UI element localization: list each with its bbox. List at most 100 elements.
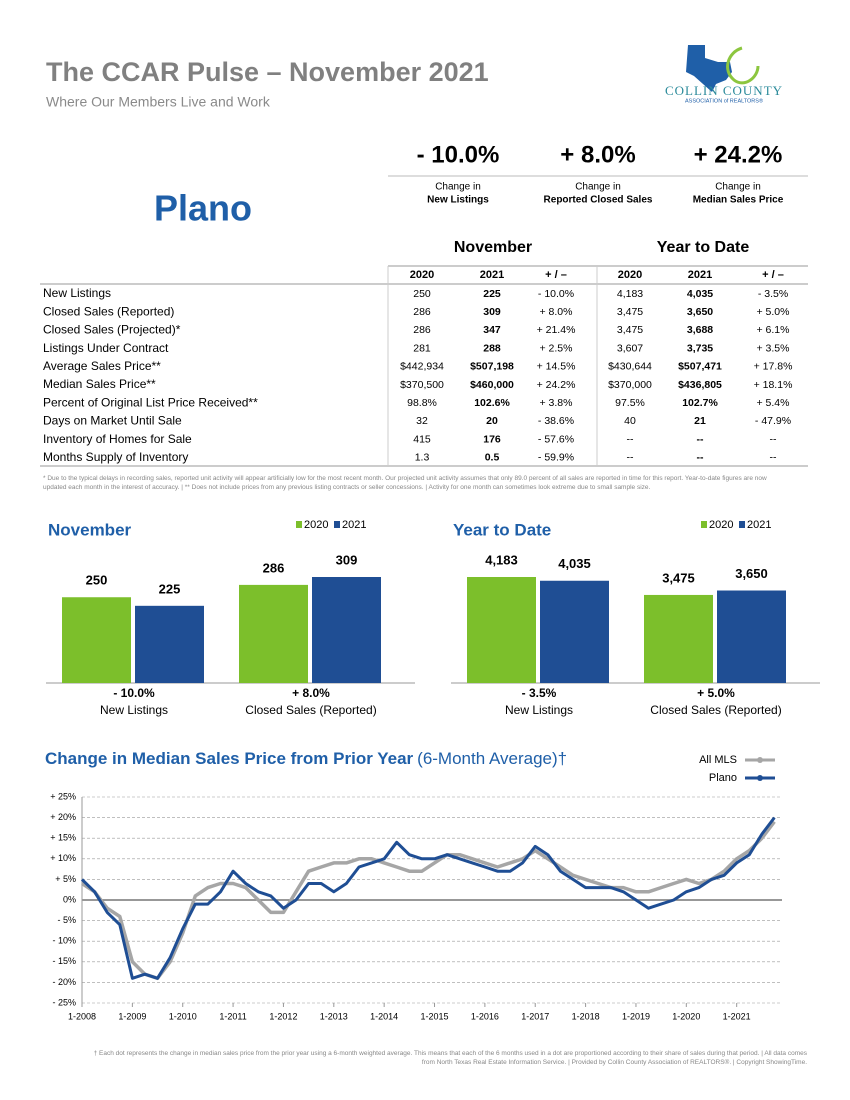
legend-swatch	[701, 521, 707, 528]
table-cell: 3,735	[687, 342, 713, 354]
row-label: Listings Under Contract	[43, 341, 169, 355]
area-name: Plano	[154, 188, 252, 229]
table-cell: + 14.5%	[537, 361, 576, 373]
value-label: 4,035	[558, 556, 591, 571]
x-tick-label: 1-2012	[269, 1011, 297, 1021]
chart-subtitle: (6-Month Average)†	[417, 749, 567, 768]
table-cell: $370,000	[608, 379, 652, 391]
bar	[540, 580, 609, 683]
category-change: - 3.5%	[522, 686, 557, 700]
summary-value: - 10.0%	[417, 141, 500, 168]
table-header: 2020	[410, 269, 434, 281]
category-change: - 10.0%	[113, 686, 155, 700]
summary-label: Reported Closed Sales	[544, 195, 653, 206]
x-tick-label: 1-2008	[68, 1011, 96, 1021]
table-cell: + 3.8%	[540, 397, 573, 409]
row-label: Median Sales Price**	[43, 377, 156, 391]
table-cell: 3,607	[617, 342, 643, 354]
table-cell: --	[697, 452, 704, 464]
x-tick-label: 1-2021	[723, 1011, 751, 1021]
table-cell: - 38.6%	[538, 415, 574, 427]
legend-swatch	[296, 521, 302, 528]
table-cell: --	[770, 452, 777, 464]
table-cell: --	[770, 433, 777, 445]
table-cell: + 8.0%	[540, 306, 573, 318]
table-cell: - 59.9%	[538, 452, 574, 464]
legend-swatch-dot	[757, 757, 763, 763]
line	[81, 820, 776, 981]
legend-label: Plano	[709, 772, 737, 784]
value-label: 250	[86, 573, 108, 588]
table-cell: 3,475	[617, 324, 643, 336]
table-cell: 225	[483, 288, 501, 300]
table-cell: $436,805	[678, 379, 722, 391]
table-footnote: * Due to the typical delays in recording…	[43, 475, 767, 491]
bar	[717, 590, 786, 683]
table-cell: + 5.4%	[757, 397, 790, 409]
x-tick-label: 1-2016	[471, 1011, 499, 1021]
table-cell: + 3.5%	[757, 342, 790, 354]
table-cell: 97.5%	[615, 397, 645, 409]
table-cell: 32	[416, 415, 428, 427]
table-cell: + 2.5%	[540, 342, 573, 354]
legend-label: All MLS	[699, 754, 737, 766]
table-cell: - 47.9%	[755, 415, 791, 427]
table-header: + / –	[762, 269, 784, 281]
table-cell: 3,475	[617, 306, 643, 318]
table-cell: 4,035	[687, 288, 713, 300]
summary-value: + 24.2%	[694, 141, 783, 168]
legend-swatch	[334, 521, 340, 528]
table-cell: $460,000	[470, 379, 514, 391]
table-cell: --	[627, 452, 634, 464]
table-cell: $370,500	[400, 379, 444, 391]
table-cell: + 17.8%	[754, 361, 793, 373]
table-cell: + 5.0%	[757, 306, 790, 318]
table-header: 2021	[480, 269, 504, 281]
row-label: New Listings	[43, 286, 111, 300]
table-cell: 347	[483, 324, 501, 336]
table-cell: 3,650	[687, 306, 713, 318]
y-tick-label: - 20%	[52, 977, 76, 987]
table-header: 2021	[688, 269, 712, 281]
table-cell: 176	[483, 433, 501, 445]
y-tick-label: - 10%	[52, 936, 76, 946]
table-cell: $442,934	[400, 361, 444, 373]
table-cell: 286	[413, 324, 431, 336]
x-tick-label: 1-2018	[572, 1011, 600, 1021]
row-label: Closed Sales (Reported)	[43, 304, 174, 318]
table-cell: 286	[413, 306, 431, 318]
table-cell: 1.3	[415, 452, 430, 464]
y-tick-label: - 5%	[57, 915, 76, 925]
table-cell: $507,198	[470, 361, 514, 373]
value-label: 4,183	[485, 552, 518, 567]
bar	[62, 597, 131, 683]
row-label: Months Supply of Inventory	[43, 450, 188, 464]
x-tick-label: 1-2015	[421, 1011, 449, 1021]
legend-swatch	[739, 521, 745, 528]
table-cell: - 3.5%	[758, 288, 788, 300]
x-tick-label: 1-2009	[118, 1011, 146, 1021]
x-tick-label: New Listings	[100, 703, 168, 717]
table-cell: 281	[413, 342, 431, 354]
value-label: 3,650	[735, 566, 768, 581]
logo	[686, 45, 760, 92]
summary-caption: Change in	[435, 182, 481, 193]
title: The CCAR Pulse – November 2021	[46, 57, 489, 87]
legend-label: 2020	[709, 519, 733, 531]
row-label: Percent of Original List Price Received*…	[43, 395, 258, 409]
table-group: November	[454, 239, 532, 256]
subtitle: Where Our Members Live and Work	[46, 94, 271, 110]
summary-label: Median Sales Price	[693, 195, 784, 206]
table-header: 2020	[618, 269, 642, 281]
category-change: + 8.0%	[292, 686, 330, 700]
summary-caption: Change in	[715, 182, 761, 193]
x-tick-label: 1-2013	[320, 1011, 348, 1021]
x-tick-label: 1-2011	[219, 1011, 246, 1021]
table-cell: 0.5	[485, 452, 500, 464]
legend-label: 2020	[304, 519, 328, 531]
category-change: + 5.0%	[697, 686, 735, 700]
legend-swatch-dot	[757, 775, 763, 781]
x-tick-label: 1-2010	[169, 1011, 197, 1021]
table-cell: + 24.2%	[537, 379, 576, 391]
